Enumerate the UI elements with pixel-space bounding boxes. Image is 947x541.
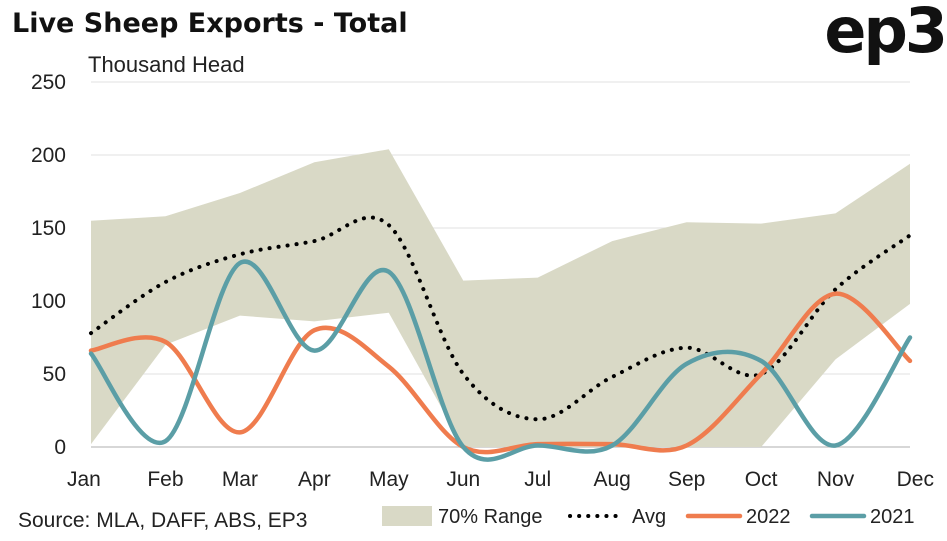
y-axis-unit-label: Thousand Head bbox=[88, 52, 245, 77]
x-tick-labels: Jan Feb Mar Apr May Jun Jul Aug Sep Oct Nov Dec bbox=[67, 468, 934, 491]
legend-label-2021: 2021 bbox=[870, 506, 915, 528]
x-tick-dec: Dec bbox=[897, 468, 934, 491]
source-note: Source: MLA, DAFF, ABS, EP3 bbox=[18, 509, 308, 532]
x-tick-oct: Oct bbox=[745, 468, 778, 491]
y-tick-150: 150 bbox=[31, 217, 66, 240]
x-tick-jan: Jan bbox=[67, 468, 101, 491]
x-tick-apr: Apr bbox=[298, 468, 331, 491]
legend-swatch-range bbox=[382, 506, 432, 526]
legend-label-avg: Avg bbox=[632, 506, 666, 528]
y-tick-200: 200 bbox=[31, 144, 66, 167]
ep3-logo: ep3 bbox=[824, 0, 947, 67]
series-line-2022 bbox=[88, 291, 913, 455]
y-tick-250: 250 bbox=[31, 71, 66, 94]
x-tick-jun: Jun bbox=[446, 468, 480, 491]
x-tick-may: May bbox=[369, 468, 409, 491]
chart-title: Live Sheep Exports - Total bbox=[12, 8, 408, 39]
series-line-avg bbox=[89, 215, 912, 422]
series-line-2021 bbox=[88, 259, 913, 462]
y-tick-labels: 0 50 100 150 200 250 bbox=[31, 71, 66, 459]
x-tick-nov: Nov bbox=[817, 468, 855, 491]
x-tick-aug: Aug bbox=[593, 468, 630, 491]
y-tick-50: 50 bbox=[43, 363, 66, 386]
legend: 70% Range Avg 2022 2021 bbox=[382, 506, 915, 528]
series-lines bbox=[88, 215, 913, 462]
x-tick-sep: Sep bbox=[668, 468, 705, 491]
legend-label-2022: 2022 bbox=[746, 506, 791, 528]
x-tick-jul: Jul bbox=[524, 468, 551, 491]
y-tick-100: 100 bbox=[31, 290, 66, 313]
legend-label-range: 70% Range bbox=[438, 506, 543, 528]
y-tick-0: 0 bbox=[54, 436, 66, 459]
range-area bbox=[91, 149, 910, 447]
x-tick-feb: Feb bbox=[147, 468, 183, 491]
x-tick-mar: Mar bbox=[222, 468, 258, 491]
range-band bbox=[91, 149, 910, 447]
